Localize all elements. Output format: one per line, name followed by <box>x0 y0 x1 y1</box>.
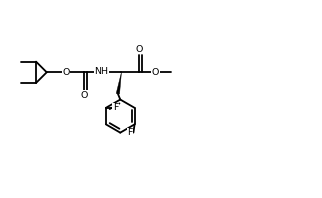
Text: O: O <box>80 91 88 100</box>
Text: O: O <box>152 68 159 77</box>
Polygon shape <box>116 72 121 94</box>
Text: O: O <box>62 68 69 77</box>
Text: O: O <box>135 45 143 54</box>
Text: NH: NH <box>94 67 109 76</box>
Text: F: F <box>127 128 133 137</box>
Text: F: F <box>113 103 118 112</box>
